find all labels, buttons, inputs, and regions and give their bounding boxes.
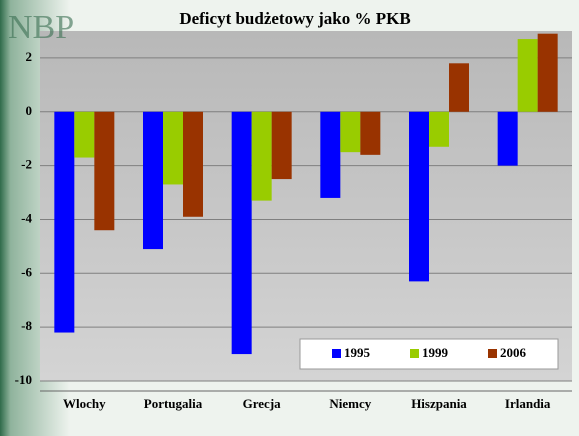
bar	[94, 111, 115, 231]
bar	[340, 111, 361, 153]
logo: NBP	[8, 9, 74, 46]
bar	[429, 111, 449, 147]
bar	[271, 111, 292, 180]
bar	[74, 111, 95, 158]
chart-title: Deficyt budżetowy jako % PKB	[179, 9, 410, 28]
bar	[163, 111, 183, 185]
bar	[537, 33, 558, 112]
x-tick-label: Wlochy	[63, 396, 106, 411]
x-tick-label: Hiszpania	[411, 396, 467, 411]
y-tick-label: 0	[26, 103, 33, 118]
legend-label: 1999	[422, 345, 449, 360]
bar	[231, 111, 252, 355]
x-tick-label: Grecja	[243, 396, 282, 411]
bar	[517, 39, 538, 112]
legend-swatch	[488, 349, 497, 358]
x-tick-label: Portugalia	[144, 396, 203, 411]
bar	[360, 111, 381, 155]
plot-area	[40, 31, 572, 381]
bar	[409, 111, 429, 282]
x-tick-label: Irlandia	[505, 396, 551, 411]
bar	[183, 111, 203, 217]
bar	[497, 111, 518, 166]
bar	[251, 111, 272, 201]
bar	[143, 111, 163, 250]
legend-swatch	[410, 349, 419, 358]
legend-label: 1995	[344, 345, 371, 360]
y-tick-label: -10	[15, 372, 32, 387]
bar	[449, 63, 469, 112]
bar	[320, 111, 341, 198]
y-tick-label: -8	[21, 318, 32, 333]
legend-swatch	[332, 349, 341, 358]
bar	[54, 111, 75, 333]
y-tick-label: 2	[26, 49, 33, 64]
y-tick-label: -2	[21, 157, 32, 172]
y-tick-label: -4	[21, 210, 32, 225]
y-tick-label: -6	[21, 264, 32, 279]
x-tick-label: Niemcy	[329, 396, 371, 411]
legend-label: 2006	[500, 345, 527, 360]
legend-box	[299, 338, 559, 370]
